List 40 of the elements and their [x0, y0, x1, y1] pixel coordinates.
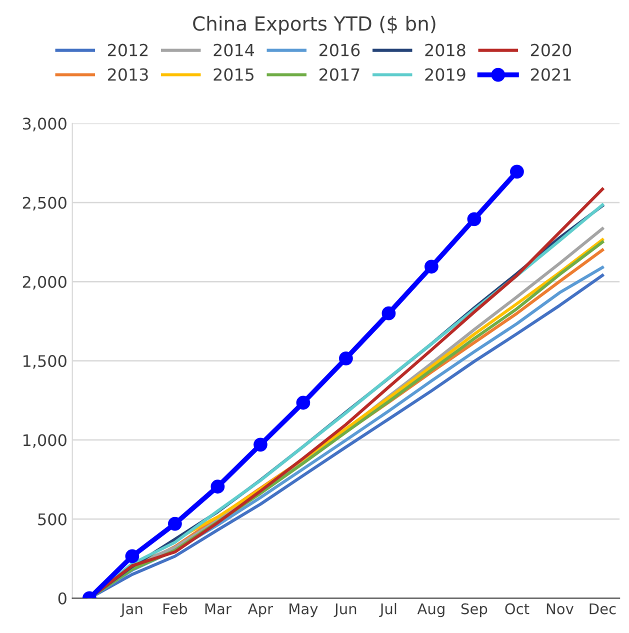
- x-tick-label: Mar: [205, 603, 232, 614]
- legend-label: 2021: [531, 68, 571, 81]
- point: [296, 396, 310, 410]
- point: [424, 260, 438, 274]
- point: [339, 351, 353, 366]
- x-tick-label: Feb: [163, 603, 188, 614]
- legend-label: 2019: [425, 68, 466, 81]
- y-tick-label: 0: [58, 592, 66, 604]
- x-tick-label: Jan: [120, 603, 142, 618]
- legend-label: 2018: [425, 44, 466, 56]
- x-tick-label: Jun: [334, 603, 356, 618]
- y-tick-label: 2,000: [22, 276, 66, 290]
- point: [382, 306, 396, 320]
- x-tick-label: Oct: [505, 603, 530, 614]
- point: [125, 549, 140, 564]
- point: [467, 212, 482, 226]
- legend-label: 2014: [214, 44, 254, 56]
- y-tick-label: 2,500: [22, 196, 66, 210]
- x-tick-label: Dec: [590, 603, 616, 614]
- chart-title: China Exports YTD ($ bn): [193, 16, 436, 35]
- x-tick-label: Apr: [248, 603, 274, 618]
- point: [168, 516, 182, 531]
- x-tick-label: Nov: [546, 603, 574, 614]
- point: [254, 438, 268, 452]
- point: [510, 164, 524, 179]
- legend-label: 2016: [320, 44, 360, 56]
- y-tick-label: 1,000: [24, 434, 66, 448]
- x-tick-label: Aug: [417, 603, 444, 618]
- point: [210, 480, 225, 494]
- legend-label: 2015: [214, 68, 254, 81]
- x-tick-label: May: [290, 603, 318, 618]
- y-tick-label: 3,000: [22, 118, 66, 132]
- y-tick-label: 500: [38, 513, 66, 526]
- legend-label: 2017: [320, 68, 360, 81]
- x-tick-label: Jul: [379, 603, 396, 618]
- legend-label: 2012: [108, 44, 148, 56]
- legend-label: 2020: [531, 44, 572, 56]
- x-tick-label: Sep: [461, 603, 488, 618]
- y-tick-label: 1,500: [24, 355, 66, 369]
- legend-label: 2013: [108, 68, 148, 81]
